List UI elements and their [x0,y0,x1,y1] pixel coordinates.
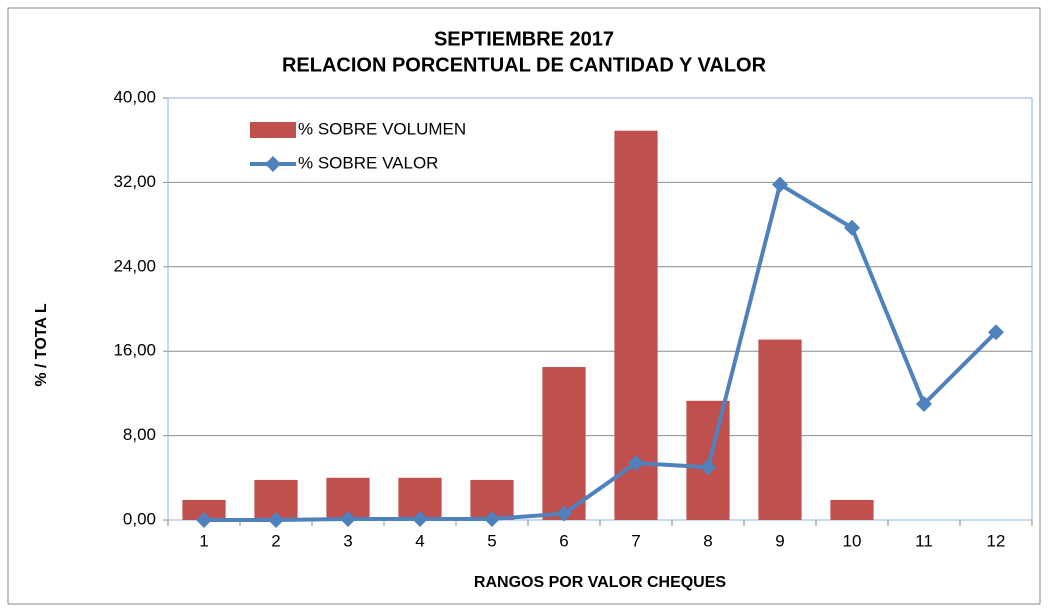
x-tick-label: 10 [843,531,862,550]
x-axis-title: RANGOS POR VALOR CHEQUES [474,574,727,591]
y-tick-label: 24,00 [113,256,156,275]
x-tick-label: 6 [559,531,568,550]
x-tick-label: 2 [271,531,280,550]
bar [182,499,226,520]
legend-swatch [265,156,281,172]
line-marker [268,512,284,528]
y-tick-label: 32,00 [113,172,156,191]
y-tick-label: 0,00 [123,509,156,528]
x-tick-label: 3 [343,531,352,550]
y-tick-label: 16,00 [113,341,156,360]
x-tick-label: 1 [199,531,208,550]
x-tick-label: 7 [631,531,640,550]
x-tick-label: 8 [703,531,712,550]
x-tick-label: 4 [415,531,424,550]
line-marker [772,176,788,193]
legend-label: % SOBRE VALOR [298,153,438,172]
line-marker [340,510,356,527]
bar [758,339,802,520]
line [204,182,998,522]
line-marker [844,219,860,236]
x-tick-label: 5 [487,531,496,550]
line-marker [556,505,572,522]
y-tick-label: 40,00 [113,87,156,106]
x-tick-label: 9 [775,531,784,550]
line-marker [412,510,428,527]
line-marker [628,455,644,472]
y-axis-title: % / TOTA L [33,303,50,386]
chart-subtitle: RELACION PORCENTUAL DE CANTIDAD Y VALOR [282,54,767,76]
line-marker [988,324,1004,341]
bar [830,499,874,520]
legend-swatch [250,122,296,138]
line-marker [700,459,716,476]
y-tick-label: 8,00 [123,425,156,444]
chart-title: SEPTIEMBRE 2017 [434,28,614,50]
x-tick-label: 12 [987,531,1006,550]
legend-label: % SOBRE VOLUMEN [298,119,466,138]
line-marker [916,395,932,412]
x-tick-label: 11 [915,531,933,550]
bar [542,367,586,520]
line-marker [196,512,212,528]
line-marker [484,510,500,527]
